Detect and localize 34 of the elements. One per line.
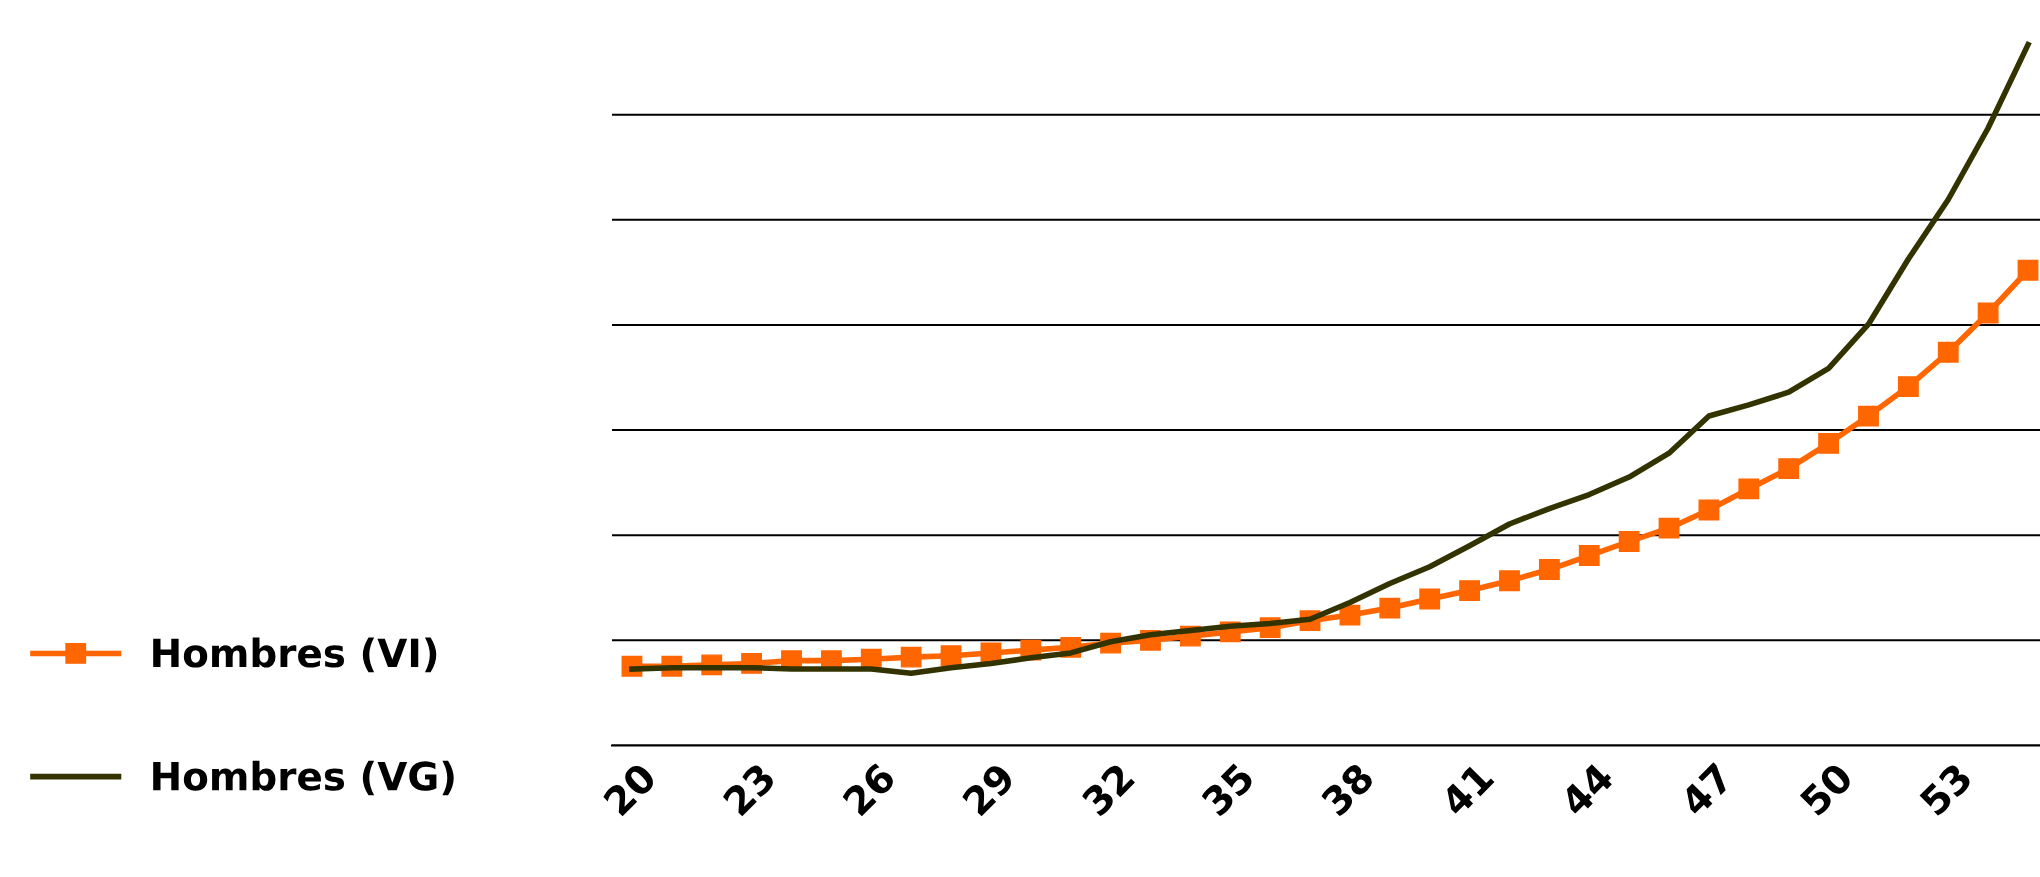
point — [1618, 531, 1640, 552]
x-tick-label: 26 — [841, 761, 897, 817]
point — [1897, 376, 1919, 398]
point — [1379, 597, 1401, 619]
point — [1658, 517, 1680, 539]
point — [1977, 302, 1999, 324]
point — [1858, 405, 1879, 427]
point — [1698, 499, 1720, 521]
x-tick-label: 50 — [1798, 761, 1855, 817]
point — [940, 645, 962, 667]
point — [1738, 478, 1760, 500]
point — [1937, 341, 1959, 363]
point — [2017, 259, 2039, 281]
point — [1459, 580, 1481, 601]
x-tick-label: 47 — [1678, 762, 1734, 818]
x-tick-label: 41 — [1439, 762, 1495, 818]
x-tick-label: 35 — [1200, 761, 1256, 818]
point — [1339, 604, 1361, 626]
point — [1818, 432, 1840, 454]
x-tick-label: 29 — [961, 761, 1017, 817]
x-tick-label: 20 — [602, 761, 658, 817]
legend-label: Hombres (VG) — [153, 760, 454, 796]
x-tick-label: 23 — [721, 762, 777, 817]
x-tick-label: 53 — [1918, 762, 1974, 817]
x-tick-label: 44 — [1558, 761, 1615, 818]
point — [1419, 588, 1441, 610]
point — [1778, 458, 1800, 480]
x-tick-label: 32 — [1080, 762, 1136, 818]
point — [1578, 545, 1600, 566]
legend-label: Hombres (VI) — [153, 637, 437, 673]
point — [1499, 570, 1520, 592]
point — [900, 646, 922, 668]
point — [1538, 559, 1560, 580]
x-tick-label: 38 — [1319, 761, 1376, 818]
